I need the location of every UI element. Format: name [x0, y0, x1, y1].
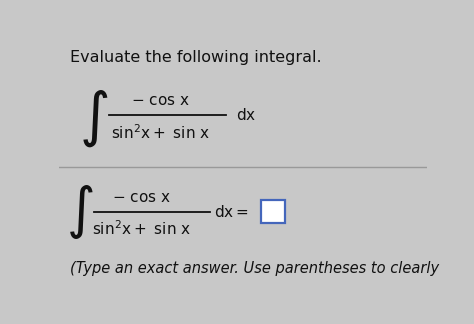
Text: (Type an exact answer. Use parentheses to clearly: (Type an exact answer. Use parentheses t…: [70, 261, 439, 276]
Text: $\mathregular{dx} =$: $\mathregular{dx} =$: [213, 204, 248, 220]
Text: $\mathregular{sin}^2\mathregular{x}+\ \mathregular{sin}\ \mathregular{x}$: $\mathregular{sin}^2\mathregular{x}+\ \m…: [110, 123, 210, 142]
Text: $\int$: $\int$: [66, 183, 93, 241]
Text: $-\ \mathregular{cos}\ \mathregular{x}$: $-\ \mathregular{cos}\ \mathregular{x}$: [131, 93, 190, 108]
Text: Evaluate the following integral.: Evaluate the following integral.: [70, 50, 322, 65]
Text: $\int$: $\int$: [80, 88, 109, 149]
Text: $\mathregular{dx}$: $\mathregular{dx}$: [236, 107, 256, 123]
FancyBboxPatch shape: [261, 200, 285, 223]
Text: $\mathregular{sin}^2\mathregular{x}+\ \mathregular{sin}\ \mathregular{x}$: $\mathregular{sin}^2\mathregular{x}+\ \m…: [92, 220, 191, 238]
Text: $-\ \mathregular{cos}\ \mathregular{x}$: $-\ \mathregular{cos}\ \mathregular{x}$: [112, 190, 171, 205]
